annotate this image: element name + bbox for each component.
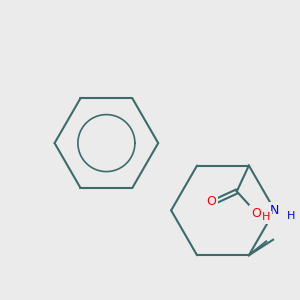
Text: H: H	[262, 212, 270, 222]
Text: O: O	[206, 195, 216, 208]
Text: H: H	[287, 211, 295, 220]
Text: N: N	[270, 204, 280, 217]
Text: O: O	[251, 207, 261, 220]
